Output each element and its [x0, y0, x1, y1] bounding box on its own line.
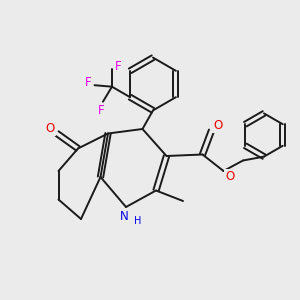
Text: F: F — [98, 103, 105, 117]
Text: F: F — [115, 60, 121, 74]
Text: O: O — [46, 122, 55, 136]
Text: O: O — [213, 119, 222, 133]
Text: O: O — [225, 170, 234, 183]
Text: N: N — [120, 209, 129, 223]
Text: H: H — [134, 216, 141, 226]
Text: F: F — [85, 76, 91, 89]
